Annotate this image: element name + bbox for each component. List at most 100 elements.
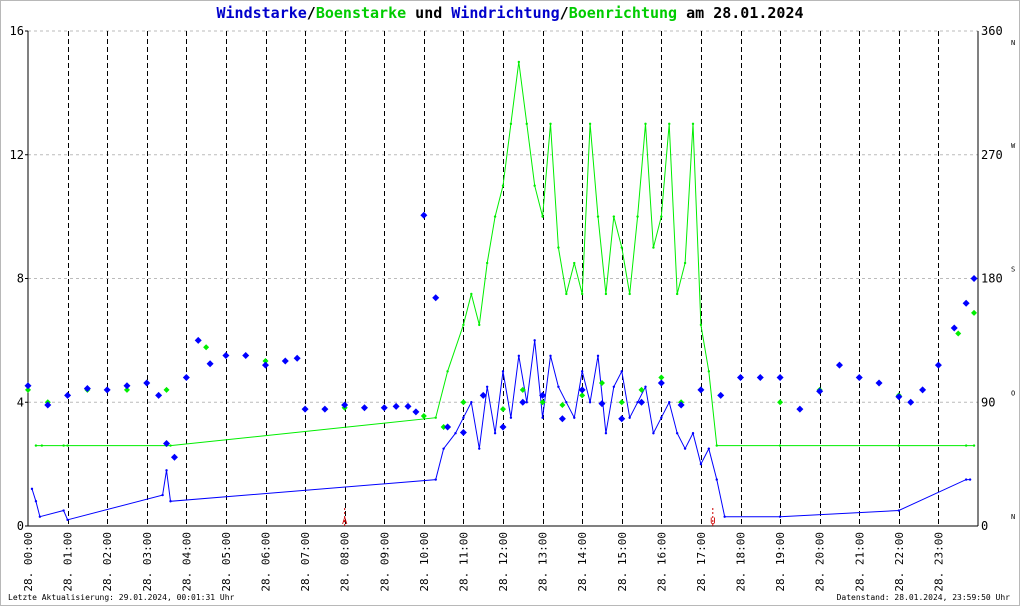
- windrichtung-point: [222, 352, 230, 359]
- y-tick-label-0: 0: [17, 519, 24, 533]
- windrichtung-point: [578, 386, 586, 394]
- direction-label-2: S: [1011, 266, 1015, 274]
- boenstarke-point: [66, 444, 69, 447]
- windstarke-point: [34, 500, 38, 503]
- boenstarke-point: [683, 261, 687, 265]
- x-tick-label-5: 28. 05:00: [220, 532, 233, 592]
- windstarke-point: [462, 416, 465, 419]
- windrichtung-point: [262, 361, 269, 369]
- x-tick-label-1: 28. 01:00: [62, 532, 75, 592]
- y-tick-label-8: 8: [17, 272, 24, 286]
- windrichtung-point: [143, 379, 151, 387]
- windstarke-point: [604, 431, 608, 435]
- windrichtung-point: [182, 374, 190, 381]
- windstarke-point: [707, 447, 711, 450]
- title-und: und: [406, 4, 452, 22]
- boenstarke-point: [588, 122, 592, 126]
- windrichtung-point: [242, 352, 250, 359]
- windstarke-point: [691, 431, 695, 435]
- windstarke-point: [66, 518, 69, 522]
- windrichtung-point: [24, 382, 32, 390]
- boenrichtung-point: [638, 386, 645, 393]
- x-tick-label-11: 28. 11:00: [457, 532, 470, 592]
- boenstarke-point: [541, 215, 544, 218]
- windrichtung-point: [321, 405, 329, 413]
- boenstarke-point: [501, 184, 505, 187]
- windstarke-point: [493, 431, 497, 435]
- boenstarke-point: [699, 323, 703, 327]
- boenstarke-point: [620, 246, 623, 249]
- direction-label-0: N: [1011, 513, 1015, 521]
- windstarke-point: [723, 515, 726, 518]
- windrichtung-point: [392, 402, 400, 410]
- x-tick-label-16: 28. 16:00: [655, 532, 668, 592]
- x-tick-label-4: 28. 04:00: [180, 532, 193, 592]
- boenstarke-point: [549, 122, 552, 126]
- boenstarke-point: [604, 292, 608, 296]
- x-tick-label-23: 28. 23:00: [932, 532, 945, 592]
- windstarke-point: [470, 401, 473, 404]
- windstarke-point: [660, 416, 663, 419]
- boenrichtung-point: [777, 399, 784, 406]
- windrichtung-point: [412, 408, 420, 416]
- boenstarke-point: [964, 444, 968, 447]
- windstarke-point: [612, 385, 616, 388]
- boenrichtung-point: [618, 399, 625, 406]
- windstarke-point: [715, 478, 718, 481]
- boenstarke-point: [565, 292, 568, 296]
- direction-label-1: O: [1011, 389, 1015, 397]
- boenstarke-point: [169, 444, 172, 447]
- y2-tick-label-270: 270: [981, 148, 1003, 162]
- windstarke-point: [485, 385, 489, 388]
- boenrichtung-point: [559, 402, 566, 408]
- x-tick-label-9: 28. 09:00: [378, 532, 391, 592]
- windrichtung-point: [293, 354, 301, 362]
- windrichtung-point: [360, 404, 368, 412]
- windstarke-point: [478, 447, 481, 450]
- boenstarke-point: [691, 122, 695, 126]
- footer-last-update: Letzte Aktualisierung: 29.01.2024, 00:01…: [8, 593, 235, 602]
- windstarke-point: [596, 354, 600, 358]
- x-tick-label-14: 28. 14:00: [576, 532, 589, 592]
- windstarke-point: [897, 509, 901, 512]
- boenrichtung-point: [420, 413, 427, 419]
- boenrichtung-point: [25, 386, 31, 393]
- title-windstarke: Windstarke: [216, 4, 307, 22]
- direction-label-3: W: [1011, 142, 1016, 150]
- x-tick-label-3: 28. 03:00: [141, 532, 154, 592]
- windrichtung-point: [875, 379, 883, 387]
- windrichtung-point: [855, 374, 863, 381]
- windstarke-point: [644, 385, 647, 388]
- boenstarke-point: [668, 122, 671, 126]
- windrichtung-point: [194, 336, 202, 344]
- windrichtung-point: [934, 361, 942, 369]
- x-tick-label-20: 28. 20:00: [814, 532, 827, 592]
- windrichtung-point: [835, 361, 843, 369]
- windstarke-point: [169, 500, 172, 503]
- boenstarke-point: [493, 215, 497, 218]
- windrichtung-point: [499, 423, 507, 431]
- windrichtung-point: [638, 398, 646, 406]
- windstarke-point: [964, 478, 968, 481]
- windstarke-point: [628, 416, 631, 419]
- boenrichtung-point: [598, 380, 605, 386]
- windrichtung-point: [558, 415, 566, 423]
- windstarke-point: [509, 416, 513, 419]
- windrichtung-point: [796, 405, 804, 413]
- windrichtung-point: [895, 393, 903, 401]
- boenstarke-point: [470, 292, 473, 296]
- boenstarke-point: [715, 444, 718, 447]
- boenstarke-point: [62, 444, 65, 447]
- boenrichtung-point: [203, 344, 210, 351]
- windrichtung-point: [103, 386, 111, 394]
- boenstarke-point: [434, 416, 437, 419]
- windrichtung-point: [64, 391, 72, 399]
- windrichtung-point: [170, 453, 178, 461]
- boenstarke-point: [533, 184, 536, 187]
- title-boenrichtung: Boenrichtung: [568, 4, 678, 22]
- windstarke-point: [778, 515, 782, 518]
- windrichtung-point: [677, 401, 685, 409]
- boenstarke-point: [485, 261, 489, 265]
- boenstarke-point: [446, 370, 449, 373]
- x-tick-label-13: 28. 13:00: [537, 532, 550, 592]
